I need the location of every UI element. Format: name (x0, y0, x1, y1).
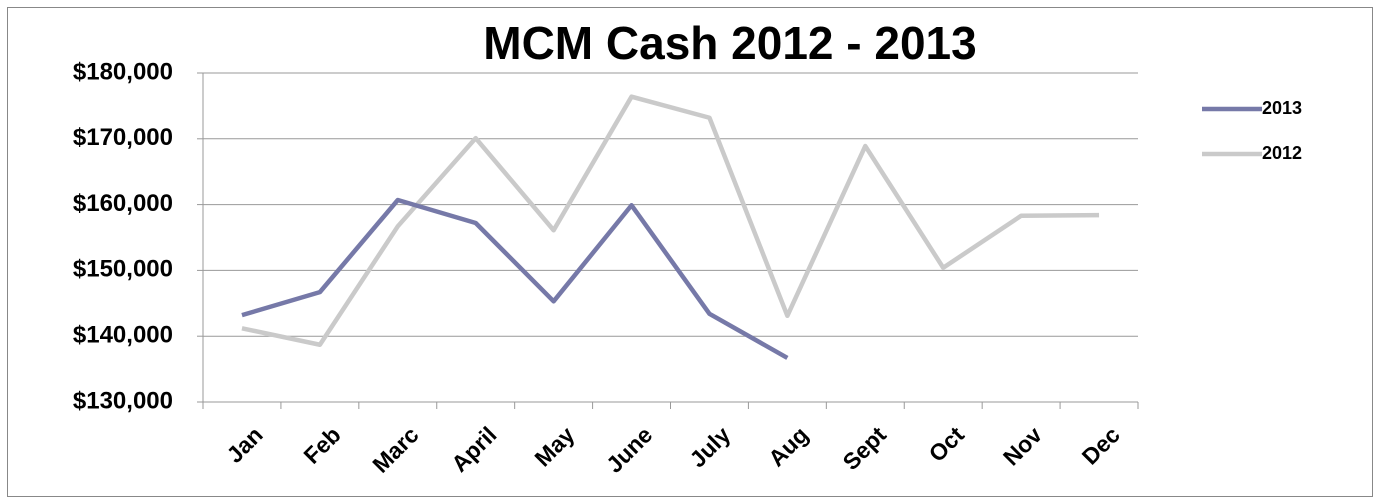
y-tick-label: $140,000 (73, 322, 173, 349)
chart-title: MCM Cash 2012 - 2013 (483, 17, 976, 69)
y-tick-label: $160,000 (73, 190, 173, 217)
line-series (241, 94, 1100, 348)
chart-border (7, 7, 1373, 497)
line-series (241, 197, 789, 360)
y-tick-label: $130,000 (73, 387, 173, 414)
y-tick-label: $150,000 (73, 256, 173, 283)
legend-label: 2013 (1262, 98, 1302, 118)
y-tick-label: $180,000 (73, 58, 173, 85)
legend-label: 2012 (1262, 143, 1302, 163)
y-tick-label: $170,000 (73, 124, 173, 151)
